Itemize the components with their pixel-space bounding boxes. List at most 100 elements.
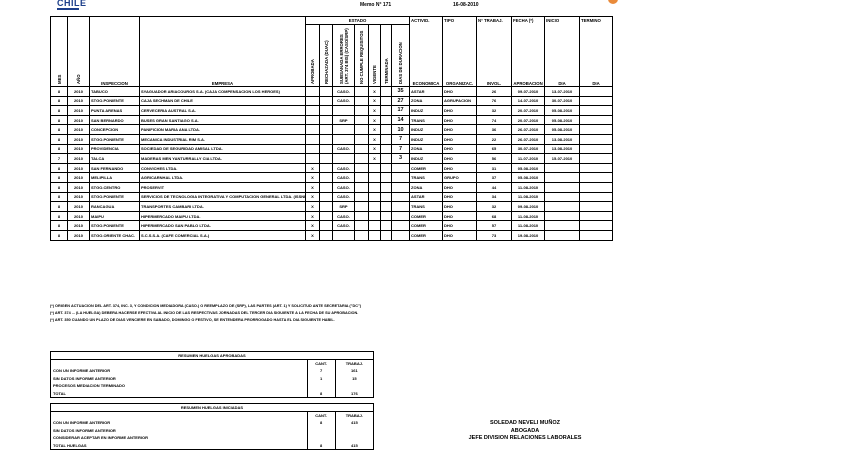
table-cell [319,143,333,155]
table-cell: 36 [476,124,513,135]
table-row: 8 2010 MAIPU HIPERMERCADO MAIPU LTDA. X CASO.… [50,210,614,222]
table-cell [579,153,614,164]
table-cell [380,95,392,107]
table-cell: 73 [476,229,513,241]
table-cell: 10 [390,124,411,135]
table-row: 8 2010 MELIPILLA AGRICARNHAL LTDA. X CASO. TRA… [50,172,614,183]
table-cell [579,124,614,135]
table-row: 8 2010 SAN FERNANDO CONVICHES LTDA. X CASO. CO… [50,162,614,174]
table-cell [332,124,355,135]
table-cell [380,172,392,183]
table-cell: STGO.PONIENTE [89,133,140,145]
table-cell: 2010 [67,133,90,145]
table-cell [319,181,333,193]
table-cell [354,162,369,174]
table-cell: 3 [390,153,411,164]
table-cell: DHO [442,153,478,164]
table-cell: DHO [442,210,478,222]
table-cell [354,95,369,107]
table-cell: DHO [442,133,478,145]
table-cell: ASTAR [409,86,444,97]
table-cell: GRUPO [442,172,478,183]
table-row: 8 2010 TABUCO SYAGUADOR ARIACOUROS S.A. (CA… [50,86,614,97]
table-cell: 2010 [67,153,90,164]
table-row: 8 2010 SAN BERNARDO BUSES GRAN SANTIAGO S.A… [50,114,614,126]
table-cell: 7 [50,153,68,164]
table-cell: 09-07-2010 [511,86,546,97]
table-cell: 8 [50,95,68,107]
table-cell: STGO.PONIENTE [89,220,140,231]
table-cell: 8 [50,201,68,212]
table-cell [390,162,411,174]
table-cell: X [368,133,381,145]
table-cell: X [305,172,320,183]
table-cell: 7 [390,143,411,155]
table-cell [390,181,411,193]
table-cell [579,191,614,203]
table-cell: PROVIDENCIA [89,143,140,155]
table-cell [380,220,392,231]
memo-number: Memo N° 171 [360,2,392,8]
table-cell: 09-08-2010 [511,201,546,212]
table-cell [544,162,581,174]
table-cell [354,153,369,164]
table-cell: 2010 [67,220,90,231]
table-cell: INDUZ [409,124,444,135]
summary-approved-table: RESUMEN HUELGAS APROBADAS CANT. TRABAJ. C… [50,351,374,398]
table-cell [380,143,392,155]
table-cell [319,172,333,183]
table-cell: CASO. [332,172,355,183]
table-cell: MELIPILLA [89,172,140,183]
table-cell: CASO. [332,162,355,174]
table-cell: STGO.PONIENTE [89,191,140,203]
summary-row: SIN DATOS INFORME ANTERIOR 1 15 [51,374,374,382]
table-cell [390,172,411,183]
header-no-cumple: NO CUMPLE REQUISITOS [354,24,369,87]
table-cell: DHO [442,191,478,203]
table-cell: TABUCO [89,86,140,97]
header-inspeccion: INSPECCION [89,16,140,87]
table-cell: 05-08-2010 [544,124,581,135]
table-cell [368,201,381,212]
table-cell: 2010 [67,191,90,203]
table-cell [354,114,369,126]
table-cell: CONCEPCION [89,124,140,135]
table-cell: 30-07-2010 [511,143,546,155]
table-cell: AGRICARNHAL LTDA. [139,172,306,183]
table-cell [390,191,411,203]
table-cell [319,86,333,97]
header-vigente: VIGENTE [368,24,381,87]
table-cell: 11-08-2010 [511,181,546,193]
table-cell [305,153,320,164]
footnotes: (*) ORIGEN ACTUACION DEL ART. 374, INC. … [50,303,361,324]
table-cell [380,153,392,164]
table-cell: X [305,201,320,212]
table-cell: 26 [476,86,513,97]
table-cell: CAJA SECHMAN DE CHILE [139,95,306,107]
table-cell: 8 [50,162,68,174]
table-cell: 2010 [67,210,90,222]
table-cell: 05-08-2010 [544,114,581,126]
table-row: 7 2010 TALCA MADERAS MEN YANTURRALLY CIA LT… [50,153,614,164]
table-cell: 8 [50,229,68,241]
table-cell: DHO [442,86,478,97]
table-cell: 8 [50,143,68,155]
header-estado: ESTADO [304,16,411,25]
logo-text: CHILE [57,0,87,8]
table-cell: 05-08-2010 [544,105,581,116]
table-cell: 8 [50,172,68,183]
table-cell: 8 [50,105,68,116]
table-cell: 57 [476,220,513,231]
table-cell [354,143,369,155]
table-cell: S.C.S.S.A. (CAFE COMERCIAL S.A.) [139,229,306,241]
institution-logo-icon [608,0,618,4]
table-cell: 13-07-2010 [544,86,581,97]
table-cell: 11-07-2010 [511,153,546,164]
summary-started-title: RESUMEN HUELGAS INICIADAS [50,403,374,412]
table-cell: 44 [476,181,513,193]
summary-row: CON UN INFORME ANTERIOR 7 161 [51,367,374,375]
table-cell [579,86,614,97]
table-cell [332,105,355,116]
footnote: (*) ART. 374 ... (LA HUELGA) DEBERA HACE… [50,311,359,315]
table-row: 8 2010 STGO.CENTRO PROSERVIT X CASO. ZONA DHO 44… [50,181,614,193]
